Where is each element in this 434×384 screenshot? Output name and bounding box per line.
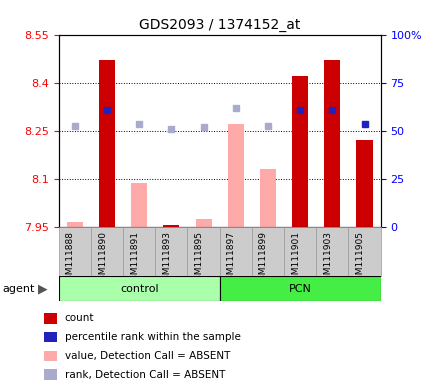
Bar (163, 225, 179, 227)
Bar (195, 218, 211, 227)
Text: GSM111893: GSM111893 (162, 230, 171, 286)
Bar (43, 369, 57, 380)
FancyBboxPatch shape (283, 227, 316, 276)
FancyBboxPatch shape (219, 227, 251, 276)
Bar (356, 140, 372, 227)
FancyBboxPatch shape (59, 227, 91, 276)
Text: ▶: ▶ (38, 283, 47, 295)
Bar (43, 332, 57, 343)
Text: rank, Detection Call = ABSENT: rank, Detection Call = ABSENT (64, 370, 224, 380)
Text: control: control (120, 284, 158, 294)
Text: PCN: PCN (288, 284, 311, 294)
Bar (99, 60, 115, 227)
Bar (43, 351, 57, 361)
FancyBboxPatch shape (91, 227, 123, 276)
Text: percentile rank within the sample: percentile rank within the sample (64, 332, 240, 342)
Bar (59, 276, 219, 301)
Text: GSM111899: GSM111899 (258, 230, 267, 286)
Text: GSM111903: GSM111903 (322, 230, 332, 286)
Text: value, Detection Call = ABSENT: value, Detection Call = ABSENT (64, 351, 230, 361)
Text: GSM111901: GSM111901 (290, 230, 299, 286)
Bar (219, 276, 380, 301)
Bar (292, 76, 308, 227)
Text: count: count (64, 313, 94, 323)
Text: GSM111888: GSM111888 (66, 230, 75, 286)
Bar (227, 124, 243, 227)
FancyBboxPatch shape (316, 227, 348, 276)
FancyBboxPatch shape (348, 227, 380, 276)
FancyBboxPatch shape (251, 227, 283, 276)
Text: GSM111897: GSM111897 (226, 230, 235, 286)
Bar (324, 60, 339, 227)
Title: GDS2093 / 1374152_at: GDS2093 / 1374152_at (139, 18, 299, 32)
Bar (131, 183, 147, 227)
FancyBboxPatch shape (123, 227, 155, 276)
FancyBboxPatch shape (155, 227, 187, 276)
Text: GSM111890: GSM111890 (98, 230, 107, 286)
Text: GSM111905: GSM111905 (355, 230, 364, 286)
Bar (260, 169, 275, 227)
Text: GSM111895: GSM111895 (194, 230, 203, 286)
Bar (67, 222, 82, 227)
Text: GSM111891: GSM111891 (130, 230, 139, 286)
FancyBboxPatch shape (187, 227, 219, 276)
Text: agent: agent (2, 284, 34, 294)
Bar (43, 313, 57, 324)
